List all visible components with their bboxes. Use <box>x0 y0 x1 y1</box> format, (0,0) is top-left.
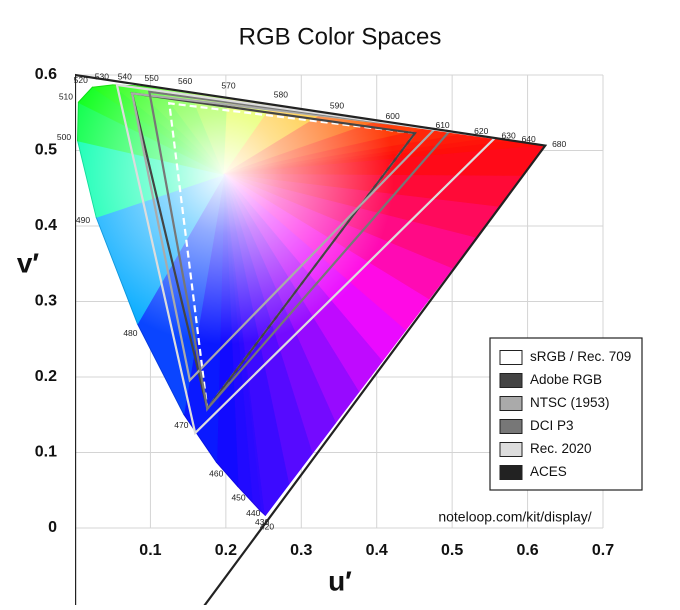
wavelength-label: 630 <box>502 131 516 141</box>
y-axis-label: v′ <box>17 247 40 278</box>
legend-swatch <box>499 373 523 388</box>
gamut-triangle <box>130 92 438 383</box>
wavelength-label: 560 <box>178 76 192 86</box>
y-tick-label: 0 <box>48 519 57 536</box>
wavelength-label: 620 <box>474 126 488 136</box>
gamut-triangle <box>115 83 498 436</box>
legend-label: Rec. 2020 <box>530 441 592 456</box>
source-note: noteloop.com/kit/display/ <box>438 509 591 525</box>
legend-swatch <box>499 442 523 457</box>
gamut-triangle <box>75 73 548 605</box>
y-tick-label: 0.5 <box>35 142 57 159</box>
wavelength-label: 490 <box>76 215 90 225</box>
x-tick-label: 0.6 <box>516 542 538 559</box>
legend-label: NTSC (1953) <box>530 395 610 410</box>
legend-swatch <box>499 419 523 434</box>
wavelength-label: 640 <box>522 134 536 144</box>
wavelength-label: 510 <box>59 91 73 101</box>
y-tick-label: 0.6 <box>35 66 57 83</box>
wavelength-label: 430 <box>255 517 269 527</box>
legend-label: sRGB / Rec. 709 <box>530 349 631 364</box>
wavelength-label: 500 <box>57 132 71 142</box>
wavelength-label: 530 <box>95 72 109 82</box>
legend-label: ACES <box>530 464 567 479</box>
wavelength-label: 570 <box>221 80 235 90</box>
wavelength-label: 460 <box>209 468 223 478</box>
y-tick-label: 0.2 <box>35 368 57 385</box>
wavelength-label: 480 <box>123 328 137 338</box>
wavelength-label: 450 <box>231 493 245 503</box>
wavelength-label: 550 <box>145 73 159 83</box>
x-axis-label: u′ <box>328 565 352 596</box>
x-tick-label: 0.7 <box>592 542 614 559</box>
x-tick-label: 0.3 <box>290 542 312 559</box>
wavelength-label: 600 <box>385 111 399 121</box>
legend-label: DCI P3 <box>530 418 574 433</box>
wavelength-label: 520 <box>74 75 88 85</box>
y-tick-label: 0.3 <box>35 293 57 310</box>
x-tick-label: 0.2 <box>215 542 237 559</box>
wavelength-label: 470 <box>174 420 188 430</box>
legend-swatch <box>499 350 523 365</box>
legend-label: Adobe RGB <box>530 372 602 387</box>
wavelength-label: 590 <box>330 101 344 111</box>
wavelength-label: 420 <box>260 521 274 531</box>
chart-title: RGB Color Spaces <box>239 23 442 50</box>
x-tick-label: 0.4 <box>366 542 388 559</box>
x-tick-label: 0.1 <box>139 542 161 559</box>
y-tick-label: 0.1 <box>35 444 57 461</box>
legend-swatch <box>499 465 523 480</box>
gamut-triangle <box>130 92 417 412</box>
wavelength-label: 440 <box>246 508 260 518</box>
y-tick-label: 0.4 <box>35 217 57 234</box>
x-tick-label: 0.5 <box>441 542 463 559</box>
wavelength-label: 680 <box>552 139 566 149</box>
wavelength-label: 580 <box>274 89 288 99</box>
wavelength-label: 540 <box>118 72 132 82</box>
wavelength-label: 610 <box>435 120 449 130</box>
legend-swatch <box>499 396 523 411</box>
